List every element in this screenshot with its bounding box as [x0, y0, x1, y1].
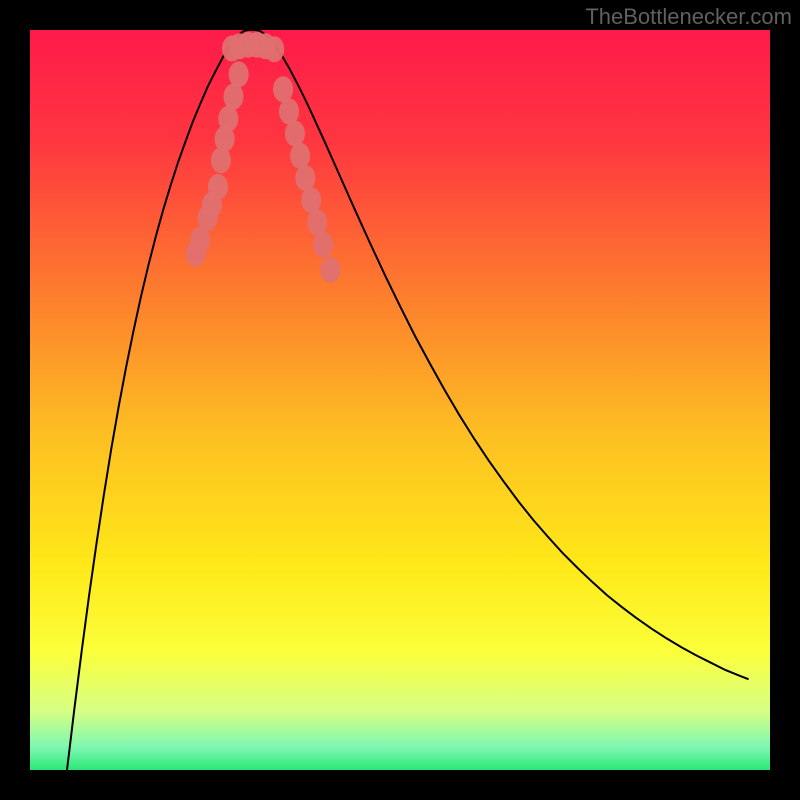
marker-dot: [211, 147, 231, 173]
marker-dot: [279, 98, 299, 124]
marker-dot: [290, 143, 310, 169]
marker-dot: [320, 257, 340, 283]
chart-area: [30, 30, 770, 770]
marker-dot: [264, 36, 284, 62]
marker-dot: [218, 106, 238, 132]
watermark-text: TheBottlenecker.com: [585, 4, 792, 30]
marker-dot: [313, 232, 333, 258]
marker-dot: [229, 61, 249, 87]
marker-dot: [190, 227, 210, 253]
chart-svg: [30, 30, 770, 770]
marker-dot: [208, 174, 228, 200]
marker-dot: [301, 187, 321, 213]
marker-dot: [295, 165, 315, 191]
marker-dot: [307, 209, 327, 235]
marker-dot: [273, 76, 293, 102]
marker-dot: [285, 121, 305, 147]
marker-dot: [224, 84, 244, 110]
gradient-background: [30, 30, 770, 770]
